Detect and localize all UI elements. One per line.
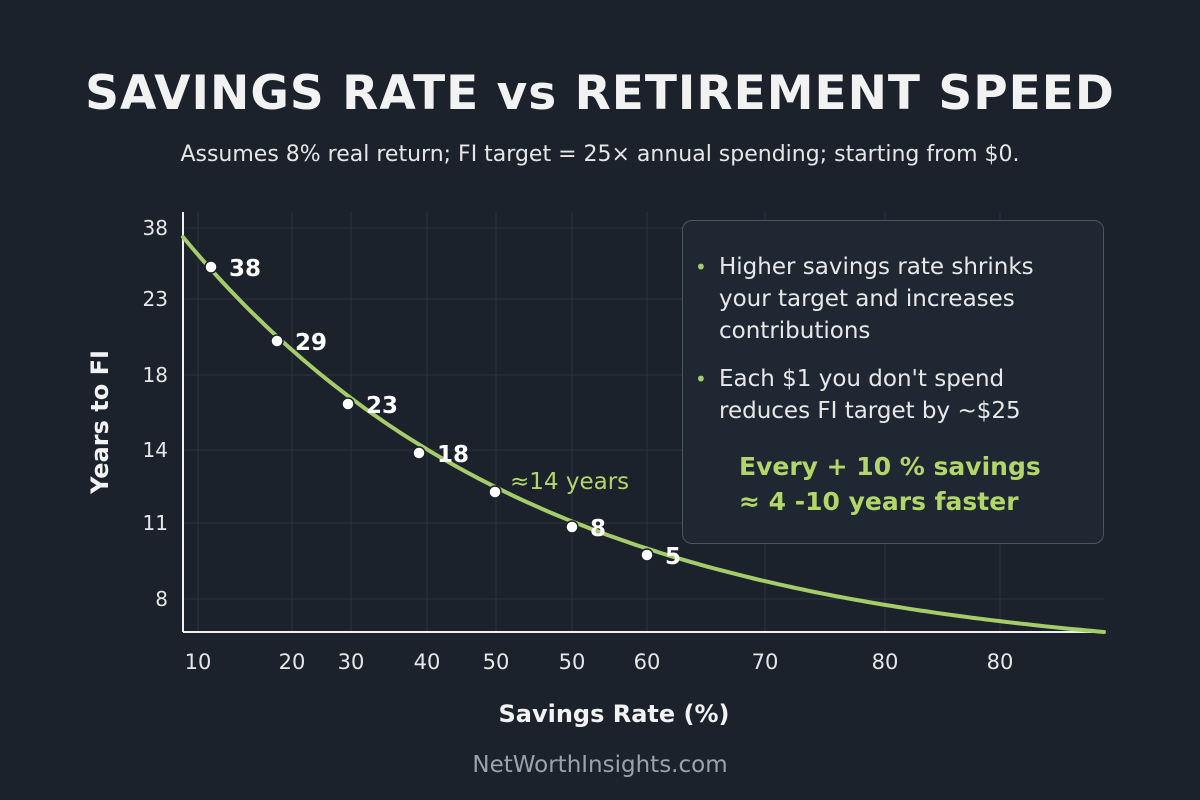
x-tick-label: 30 [338,650,365,674]
curve-annotation: ≈14 years [510,469,629,495]
y-tick-label: 14 [143,438,168,462]
source-credit: NetWorthInsights.com [472,752,728,778]
data-point [565,520,579,534]
y-tick-label: 38 [143,216,168,240]
x-tick-labels: 10 20 30 40 50 50 60 70 80 80 [185,650,1014,674]
y-axis-title: Years to FI [86,350,114,495]
data-point [488,485,502,499]
data-label: 18 [437,442,469,468]
y-tick-label: 11 [143,511,168,535]
x-tick-label: 50 [483,650,510,674]
y-tick-labels: 38 23 18 14 11 8 [143,216,168,611]
data-point [204,260,218,274]
chart-subtitle: Assumes 8% real return; FI target = 25× … [180,142,1020,167]
data-label: 5 [665,544,681,570]
data-label: 23 [366,393,398,419]
x-tick-label: 50 [559,650,586,674]
insight-text: Each $1 you don't spend reduces FI targe… [719,366,1021,424]
bullet-icon: • [695,255,707,279]
x-tick-label: 10 [185,650,212,674]
data-points: 38 29 23 18 8 5 [204,256,681,570]
data-label: 29 [295,330,327,356]
x-tick-label: 40 [414,650,441,674]
callout-line: Every + 10 % savings [739,452,1041,481]
x-tick-label: 70 [752,650,779,674]
data-point [412,446,426,460]
x-axis-title: Savings Rate (%) [498,700,729,728]
insight-panel: • Higher savings rate shrinks your targe… [682,220,1104,544]
data-point [270,334,284,348]
chart-title: SAVINGS RATE vs RETIREMENT SPEED [85,66,1115,121]
data-point [640,548,654,562]
callout-line: ≈ 4 -10 years faster [739,487,1019,516]
callout: Every + 10 % savings ≈ 4 -10 years faste… [739,449,1069,519]
x-tick-label: 80 [987,650,1014,674]
data-label: 8 [590,516,606,542]
x-tick-label: 80 [872,650,899,674]
series-curve [181,235,1106,634]
insight-text: Higher savings rate shrinks your target … [719,254,1034,344]
bullet-icon: • [695,367,707,391]
data-point [341,397,355,411]
x-tick-label: 20 [279,650,306,674]
y-tick-label: 18 [143,363,168,387]
insight-item: • Each $1 you don't spend reduces FI tar… [695,363,1079,427]
axes [182,212,1104,633]
data-label: 38 [229,256,261,282]
insight-item: • Higher savings rate shrinks your targe… [695,251,1079,347]
x-tick-label: 60 [634,650,661,674]
y-tick-label: 8 [155,587,168,611]
y-tick-label: 23 [143,287,168,311]
